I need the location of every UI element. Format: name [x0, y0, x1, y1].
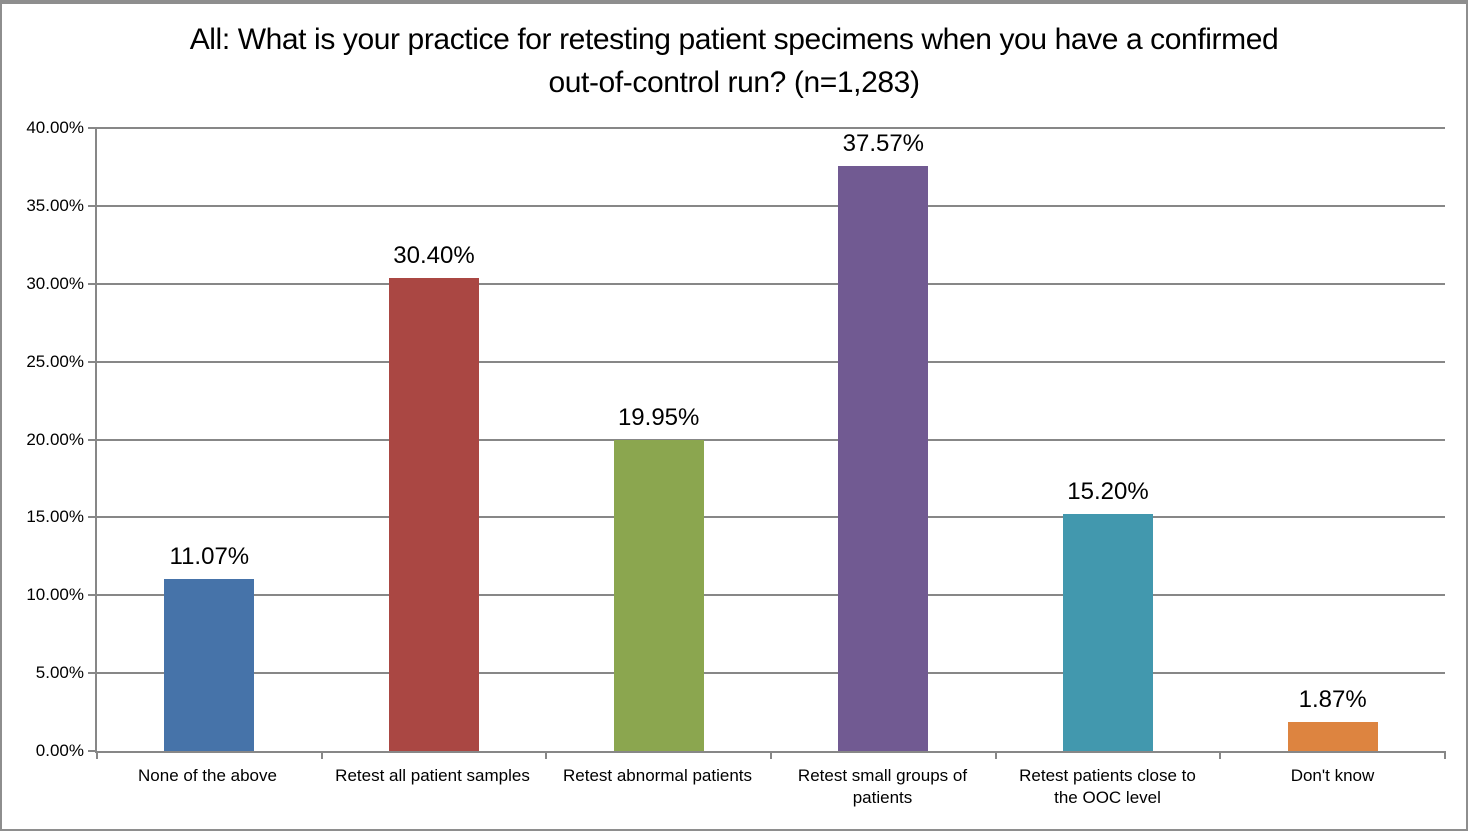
bar-value-label: 30.40% [393, 241, 475, 269]
x-axis-tick [994, 751, 997, 759]
bar [1063, 514, 1153, 751]
x-axis-tick [1219, 751, 1222, 759]
y-axis-tick [88, 282, 97, 285]
gridline [97, 127, 1445, 129]
y-axis-tick [88, 672, 97, 675]
gridline [97, 594, 1445, 597]
y-axis-tick [88, 750, 97, 752]
y-axis-tick [88, 594, 97, 597]
gridline [97, 516, 1445, 519]
x-axis-tick [320, 751, 323, 759]
y-tick-label: 0.00% [35, 741, 84, 760]
bar-value-label: 11.07% [169, 542, 250, 570]
category-label: Retest small groups of patients [797, 766, 968, 807]
y-axis-tick [88, 204, 97, 207]
bar-value-label: 1.87% [1298, 685, 1367, 713]
y-tick-label: 35.00% [26, 195, 84, 215]
plot-area: 0.00% 5.00% 10.00% 15.00% 20.00% 25.00% 30.00%… [26, 118, 1446, 760]
y-tick-label: 20.00% [26, 429, 84, 449]
gridline [97, 672, 1445, 675]
y-tick-label: 15.00% [26, 507, 84, 527]
y-tick-label: 25.00% [26, 351, 84, 371]
gridline [97, 204, 1445, 207]
bar-value-label: 15.20% [1067, 478, 1149, 506]
category-label: None of the above [138, 766, 277, 785]
x-axis-tick [1444, 751, 1446, 759]
y-tick-label: 10.00% [26, 585, 84, 605]
x-axis-tick [545, 751, 548, 759]
y-axis-tick [88, 360, 97, 363]
bar [164, 578, 255, 751]
bar [389, 277, 479, 751]
gridline [97, 438, 1445, 441]
gridline [97, 360, 1445, 363]
x-axis-tick [96, 751, 98, 759]
category-label: Retest abnormal patients [563, 766, 752, 785]
bar [1287, 721, 1378, 751]
gridline [97, 282, 1445, 285]
bar [838, 165, 929, 751]
bar-value-label: 19.95% [617, 404, 700, 432]
y-tick-label: 40.00% [26, 118, 84, 137]
category-labels: None of the above Retest all patient samp… [95, 765, 1445, 809]
y-tick-label: 5.00% [35, 663, 84, 683]
category-label: Retest patients close to the OOC level [1019, 766, 1196, 807]
category-label: Don't know [1290, 766, 1375, 785]
category-label: Retest all patient samples [335, 766, 530, 785]
y-axis-tick [88, 127, 97, 129]
bar [613, 440, 704, 751]
bar-value-label: 37.57% [842, 129, 925, 157]
y-axis-tick [88, 516, 97, 519]
chart-title: All: What is your practice for retesting… [189, 23, 1279, 99]
x-axis-tick [770, 751, 772, 759]
y-tick-label: 30.00% [26, 273, 84, 293]
y-axis-tick [88, 438, 97, 441]
